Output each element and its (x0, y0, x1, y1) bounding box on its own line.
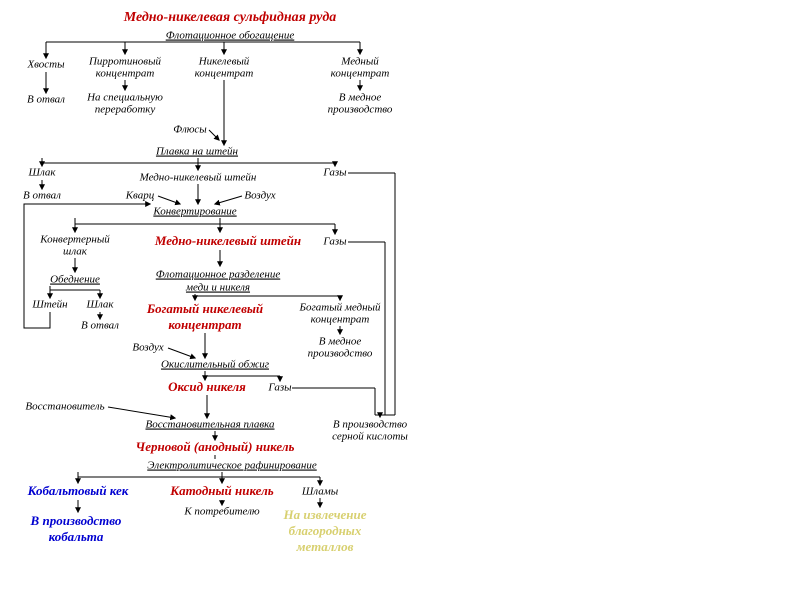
node-label: серной кислоты (332, 431, 408, 443)
node-label: Конвертирование (152, 206, 236, 218)
node-label: Богатый никелевый (146, 301, 263, 316)
node-label: производство (308, 348, 373, 360)
node-label: концентрат (311, 314, 370, 326)
node-label: концентрат (96, 68, 155, 80)
node-label: Окислительный обжиг (161, 359, 270, 371)
node-label: концентрат (195, 68, 254, 80)
nodes: Медно-никелевая сульфидная руда Флотацион… (23, 10, 408, 554)
node-label: концентрат (168, 317, 241, 332)
node-label: Шламы (301, 486, 339, 498)
node-label: В производство (333, 419, 408, 431)
edge (168, 348, 195, 358)
node-label: Медно-никелевый штейн (154, 233, 301, 248)
node-label: меди и никеля (185, 282, 250, 294)
node-label: Оксид никеля (168, 379, 246, 394)
node-label: В производство (30, 513, 122, 528)
node-label: Пирротиновый (88, 56, 162, 68)
edge (158, 196, 180, 204)
node-label: На специальную (86, 92, 163, 104)
flowchart-canvas: Медно-никелевая сульфидная руда Флотацион… (0, 0, 800, 600)
node-label: Черновой (анодный) никель (136, 439, 295, 454)
node-label: Никелевый (198, 56, 250, 68)
node-label: Электролитическое рафинирование (147, 460, 317, 472)
node-label: В отвал (27, 94, 65, 106)
node-label: В отвал (23, 190, 61, 202)
node-label: Плавка на штейн (155, 146, 239, 158)
node-label: Воздух (244, 190, 275, 202)
node-label: Катодный никель (169, 483, 274, 498)
node-label: В медное (339, 92, 382, 104)
node-label: благородных (289, 523, 362, 538)
edge (209, 130, 219, 140)
node-label: концентрат (331, 68, 390, 80)
node-label: Воздух (132, 342, 163, 354)
node-label: Хвосты (26, 59, 65, 71)
node-label: В отвал (81, 320, 119, 332)
node-label: Богатый медный (298, 302, 381, 314)
node-label: Кобальтовый кек (27, 483, 129, 498)
node-label: Восстановитель (25, 401, 104, 413)
node-label: Флюсы (173, 124, 207, 136)
node-label: К потребителю (183, 506, 260, 518)
node-label: Медно-никелевая сульфидная руда (123, 10, 337, 25)
node-label: Медный (340, 56, 379, 68)
node-label: Газы (267, 382, 292, 394)
node-label: Восстановительная плавка (145, 419, 275, 431)
node-label: Штейн (31, 299, 68, 311)
node-label: В медное (319, 336, 362, 348)
node-label: На извлечение (282, 507, 366, 522)
node-label: шлак (63, 246, 88, 258)
node-label: Флотационное разделение (156, 269, 281, 281)
node-label: Обеднение (50, 274, 100, 286)
node-label: Кварц (125, 190, 155, 202)
edge (215, 196, 242, 204)
node-label: Газы (322, 167, 347, 179)
node-label: Флотационное обогащение (166, 30, 295, 42)
node-label: Конвертерный (39, 234, 110, 246)
edge (108, 407, 175, 418)
node-label: Шлак (85, 299, 114, 311)
node-label: Шлак (27, 167, 56, 179)
node-label: Медно-никелевый штейн (139, 172, 257, 184)
node-label: металлов (296, 539, 354, 554)
node-label: производство (328, 104, 393, 116)
node-label: кобальта (49, 529, 104, 544)
node-label: переработку (95, 104, 156, 116)
node-label: Газы (322, 236, 347, 248)
